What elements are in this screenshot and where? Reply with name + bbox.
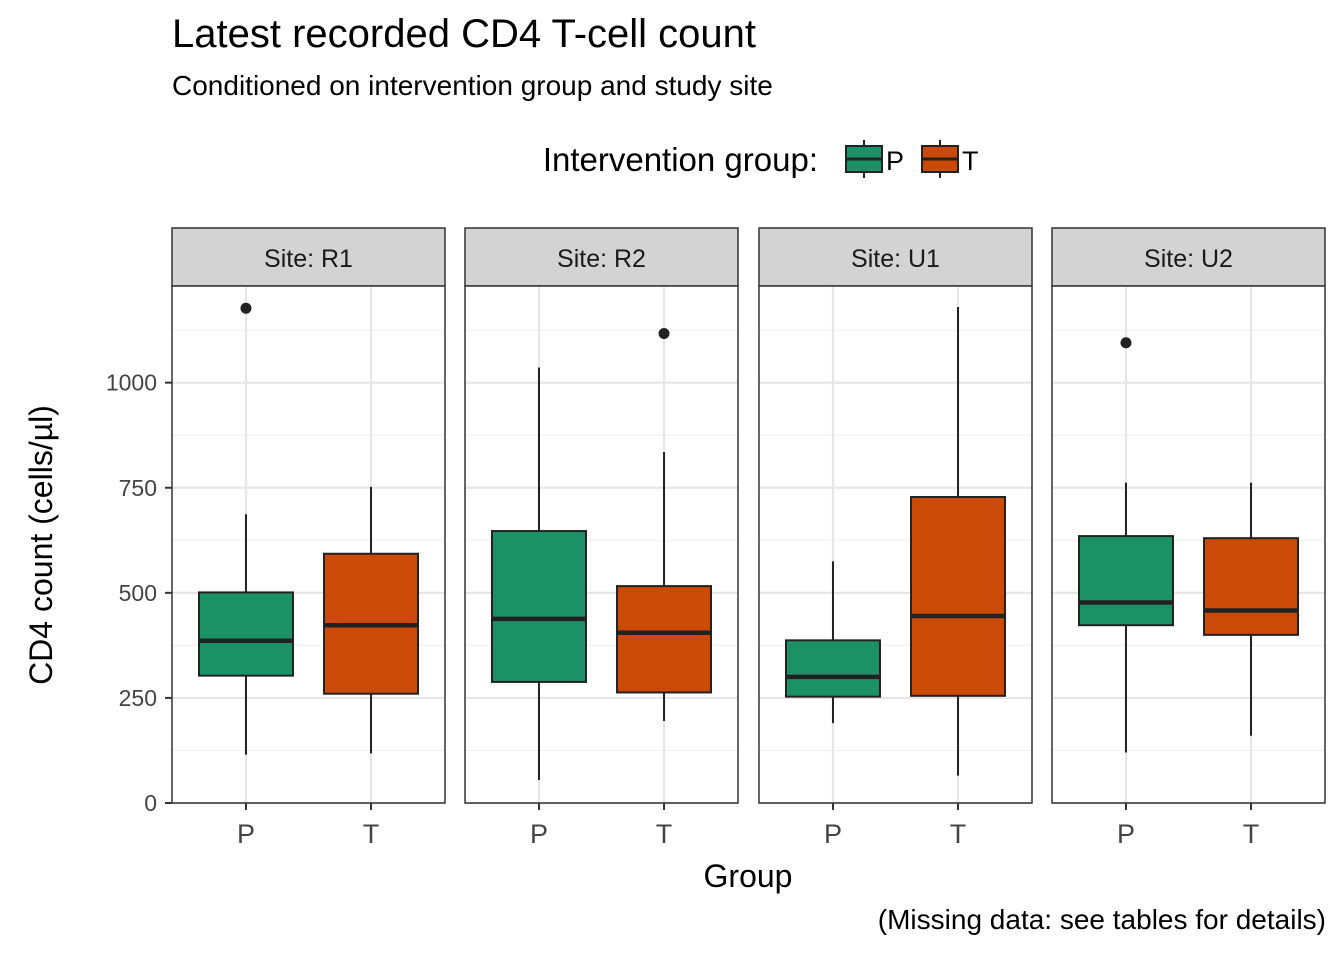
outlier-point: [1120, 337, 1132, 349]
x-tick-label: P: [237, 819, 255, 849]
box-iqr: [1077, 535, 1174, 627]
facet-strip: [464, 227, 739, 287]
panel-border: [171, 285, 446, 804]
x-tick-label: T: [656, 819, 673, 849]
x-tick-label: P: [530, 819, 548, 849]
box-t: [323, 486, 420, 754]
outlier-point: [658, 327, 670, 339]
x-tick-label: P: [1117, 819, 1135, 849]
x-tick-label: T: [1243, 819, 1260, 849]
panel-border: [1051, 285, 1326, 804]
facet-strip: [1051, 227, 1326, 287]
chart-caption: (Missing data: see tables for details): [877, 904, 1326, 935]
box-iqr: [784, 639, 881, 698]
y-axis-label: CD4 count (cells/µl): [23, 405, 59, 685]
box-p: [1077, 337, 1174, 753]
y-tick-label: 250: [119, 685, 157, 711]
x-axis-label: Group: [704, 858, 793, 894]
legend: Intervention group: P T: [543, 140, 979, 178]
box-iqr: [197, 591, 294, 677]
facet-strip: [758, 227, 1033, 287]
facet-strip-label: Site: R1: [264, 245, 353, 273]
outlier-point: [240, 302, 252, 314]
box-t: [1203, 482, 1300, 736]
facet-panel-3: Site: U1 P T: [758, 227, 1033, 849]
panel-border: [758, 285, 1033, 804]
facet-strip-label: Site: R2: [557, 245, 646, 273]
y-axis: 0 250 500 750 1000: [106, 370, 172, 816]
legend-label-p: P: [886, 146, 904, 176]
legend-item-p: P: [845, 140, 904, 178]
y-tick-label: 750: [119, 475, 157, 501]
box-p: [784, 561, 881, 724]
legend-label-t: T: [962, 146, 979, 176]
facet-panel-2: Site: R2 P T: [464, 227, 739, 849]
chart-title: Latest recorded CD4 T-cell count: [172, 12, 757, 56]
facet-panel-1: Site: R1 P T: [171, 227, 446, 849]
box-iqr: [490, 530, 587, 683]
box-iqr: [910, 496, 1007, 697]
x-tick-label: T: [950, 819, 967, 849]
legend-title: Intervention group:: [543, 141, 818, 178]
box-iqr: [1203, 537, 1300, 636]
box-p: [490, 367, 587, 780]
y-tick-label: 500: [119, 580, 157, 606]
box-t: [910, 307, 1007, 776]
box-p: [197, 302, 294, 755]
chart-subtitle: Conditioned on intervention group and st…: [172, 70, 773, 101]
x-tick-label: T: [363, 819, 380, 849]
box-iqr: [616, 585, 713, 694]
facet-strip-label: Site: U2: [1144, 245, 1233, 273]
facet-panels: Site: R1 P T Site: R2 P T Site: U1 P T Site: U2 P T: [171, 227, 1326, 849]
facet-panel-4: Site: U2 P T: [1051, 227, 1326, 849]
y-tick-label: 1000: [106, 370, 157, 396]
panel-border: [464, 285, 739, 804]
facet-strip: [171, 227, 446, 287]
legend-item-t: T: [921, 140, 979, 178]
y-tick-label: 0: [144, 790, 157, 816]
x-tick-label: P: [824, 819, 842, 849]
box-t: [616, 327, 713, 722]
panel-background: [172, 286, 445, 803]
facet-strip-label: Site: U1: [851, 245, 940, 273]
